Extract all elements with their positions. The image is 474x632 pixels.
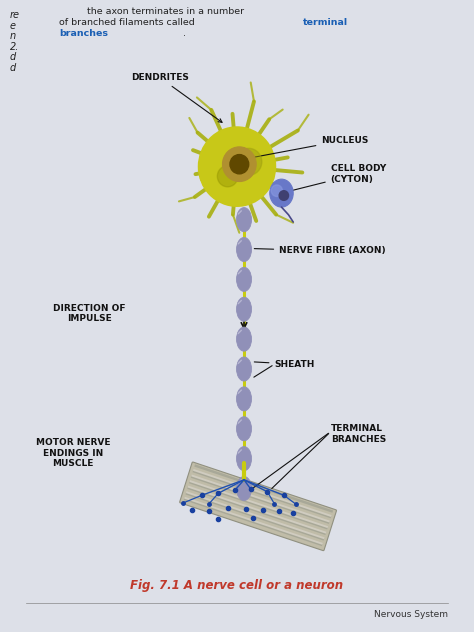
Text: DIRECTION OF
IMPULSE: DIRECTION OF IMPULSE (53, 304, 126, 324)
Circle shape (279, 191, 289, 200)
Text: 2.: 2. (10, 42, 19, 52)
Text: e: e (10, 21, 16, 30)
Text: of branched filaments called: of branched filaments called (59, 18, 198, 27)
Text: CELL BODY
(CYTON): CELL BODY (CYTON) (284, 164, 386, 193)
Text: branches: branches (59, 29, 108, 39)
Text: TERMINAL
BRANCHES: TERMINAL BRANCHES (331, 424, 386, 444)
Ellipse shape (237, 416, 252, 441)
FancyBboxPatch shape (194, 465, 333, 513)
Ellipse shape (237, 357, 252, 381)
Circle shape (222, 147, 256, 181)
FancyBboxPatch shape (191, 475, 330, 523)
FancyBboxPatch shape (191, 475, 329, 524)
FancyBboxPatch shape (184, 497, 323, 546)
Text: SHEATH: SHEATH (254, 360, 315, 368)
FancyBboxPatch shape (189, 481, 328, 530)
Text: DENDRITES: DENDRITES (131, 73, 222, 123)
Text: Nervous System: Nervous System (374, 611, 448, 619)
Text: d: d (10, 52, 16, 63)
FancyBboxPatch shape (180, 462, 337, 550)
FancyBboxPatch shape (188, 485, 327, 533)
Ellipse shape (237, 327, 252, 351)
Ellipse shape (237, 267, 252, 291)
Circle shape (217, 166, 238, 187)
Ellipse shape (237, 238, 252, 262)
Text: NERVE FIBRE (AXON): NERVE FIBRE (AXON) (254, 246, 386, 255)
Circle shape (199, 127, 275, 206)
Text: re: re (10, 10, 20, 20)
FancyBboxPatch shape (187, 487, 326, 535)
Text: Fig. 7.1 A nerve cell or a neuron: Fig. 7.1 A nerve cell or a neuron (130, 580, 344, 592)
Circle shape (271, 185, 283, 197)
Ellipse shape (270, 179, 293, 207)
Ellipse shape (237, 207, 252, 232)
FancyBboxPatch shape (192, 470, 331, 518)
Text: MOTOR NERVE
ENDINGS IN
MUSCLE: MOTOR NERVE ENDINGS IN MUSCLE (36, 439, 110, 468)
Text: .: . (183, 29, 186, 39)
Text: the axon terminates in a number: the axon terminates in a number (87, 6, 244, 16)
FancyBboxPatch shape (186, 491, 325, 539)
Text: n: n (10, 31, 16, 41)
Ellipse shape (237, 447, 252, 471)
FancyBboxPatch shape (190, 480, 328, 528)
Text: terminal: terminal (302, 18, 348, 27)
Ellipse shape (237, 297, 252, 321)
Ellipse shape (237, 477, 252, 501)
FancyBboxPatch shape (193, 469, 332, 517)
Ellipse shape (237, 387, 252, 411)
Text: NUCLEUS: NUCLEUS (253, 136, 369, 157)
Text: d: d (10, 63, 16, 73)
Circle shape (236, 149, 262, 175)
FancyBboxPatch shape (185, 492, 324, 540)
Circle shape (230, 155, 249, 174)
FancyBboxPatch shape (184, 497, 323, 545)
